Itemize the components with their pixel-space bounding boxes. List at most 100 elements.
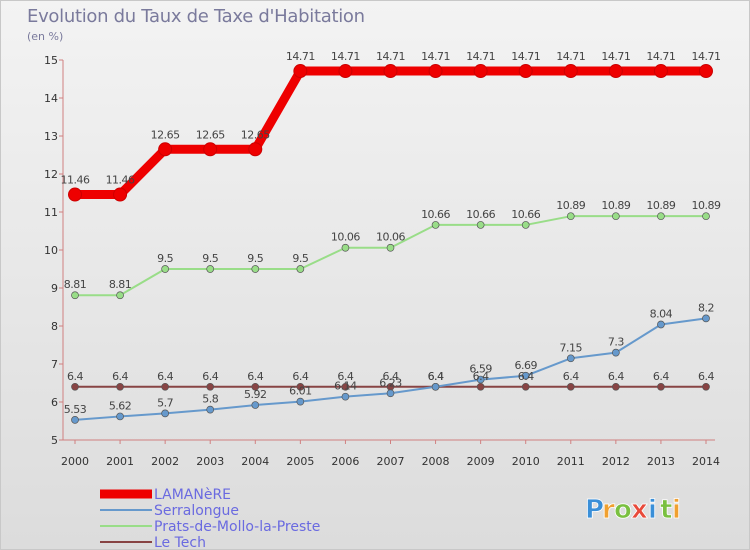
data-label: 7.3 bbox=[608, 336, 624, 349]
data-point bbox=[566, 212, 575, 221]
data-point bbox=[612, 212, 620, 221]
brand-letter: i bbox=[648, 495, 657, 525]
data-label: 12.65 bbox=[241, 128, 270, 141]
data-label: 6.14 bbox=[334, 380, 357, 393]
data-point bbox=[657, 382, 665, 391]
data-point bbox=[161, 265, 169, 273]
data-point bbox=[518, 64, 533, 79]
data-point bbox=[341, 392, 350, 401]
x-tick-label: 2013 bbox=[647, 455, 675, 468]
data-label: 14.71 bbox=[556, 50, 585, 63]
data-point bbox=[608, 64, 623, 79]
data-label: 9.5 bbox=[292, 252, 308, 265]
data-point bbox=[699, 64, 713, 79]
brand-logo: Pr o x i t i bbox=[585, 495, 682, 526]
y-tick-label: 11 bbox=[44, 206, 58, 219]
y-tick-label: 13 bbox=[44, 130, 58, 143]
data-point bbox=[383, 64, 398, 79]
data-point bbox=[206, 405, 215, 414]
data-point bbox=[612, 348, 620, 357]
brand-letter: r bbox=[602, 495, 615, 525]
data-label: 6.4 bbox=[698, 370, 714, 383]
data-label: 10.89 bbox=[556, 199, 585, 212]
data-point bbox=[702, 314, 710, 323]
y-tick-label: 14 bbox=[44, 92, 58, 105]
legend-label: Le Tech bbox=[154, 535, 206, 550]
data-label: 5.7 bbox=[157, 396, 173, 409]
data-label: 11.46 bbox=[61, 174, 90, 187]
data-label: 9.5 bbox=[202, 252, 218, 265]
legend-label: LAMANèRE bbox=[154, 487, 231, 503]
data-point bbox=[476, 382, 485, 391]
data-point bbox=[203, 142, 218, 157]
x-tick-label: 2010 bbox=[512, 455, 540, 468]
data-point bbox=[386, 389, 395, 398]
x-tick-label: 2009 bbox=[467, 455, 495, 468]
data-point bbox=[293, 64, 308, 79]
data-label: 6.4 bbox=[653, 370, 669, 383]
data-label: 7.15 bbox=[560, 341, 583, 354]
data-label: 6.4 bbox=[428, 370, 444, 383]
data-label: 10.89 bbox=[601, 199, 630, 212]
data-label: 5.53 bbox=[64, 403, 87, 416]
x-tick-label: 2001 bbox=[106, 455, 134, 468]
data-label: 14.71 bbox=[286, 50, 315, 63]
data-label: 14.71 bbox=[646, 50, 675, 63]
axes: 5 6 7 8 9 10 11 12 13 14 15 2000 2001 2002 2003 2004 200… bbox=[44, 54, 720, 468]
x-tick-label: 2014 bbox=[692, 455, 720, 468]
data-label: 6.4 bbox=[292, 370, 308, 383]
data-point bbox=[702, 382, 710, 391]
data-point bbox=[566, 354, 575, 363]
data-point bbox=[251, 401, 260, 409]
data-label: 12.65 bbox=[151, 128, 180, 141]
data-label: 10.66 bbox=[511, 208, 540, 221]
data-label: 6.4 bbox=[202, 370, 218, 383]
x-tick-label: 2006 bbox=[331, 455, 359, 468]
legend-label: Serralongue bbox=[154, 503, 239, 519]
data-point bbox=[476, 221, 485, 229]
x-tick-label: 2011 bbox=[557, 455, 585, 468]
data-point bbox=[296, 397, 305, 406]
data-label: 6.59 bbox=[469, 363, 492, 376]
data-label: 6.4 bbox=[518, 370, 534, 383]
brand-letter: t bbox=[660, 495, 672, 525]
data-point bbox=[116, 412, 124, 421]
data-label: 6.4 bbox=[383, 370, 399, 383]
data-label: 8.81 bbox=[64, 278, 87, 291]
x-tick-label: 2003 bbox=[196, 455, 224, 468]
data-label: 6.4 bbox=[157, 370, 173, 383]
legend: LAMANèRESerralonguePrats-de-Mollo-la-Pre… bbox=[100, 487, 320, 550]
data-point bbox=[71, 291, 79, 300]
data-point bbox=[521, 371, 530, 380]
y-tick-label: 12 bbox=[44, 168, 58, 181]
data-point bbox=[251, 265, 260, 273]
data-label: 6.69 bbox=[514, 359, 537, 372]
data-label: 12.65 bbox=[196, 128, 225, 141]
data-label: 14.71 bbox=[421, 50, 450, 63]
y-tick-label: 5 bbox=[51, 434, 58, 447]
series-layer bbox=[68, 64, 713, 424]
data-point bbox=[68, 187, 82, 202]
data-point bbox=[563, 64, 578, 79]
data-point bbox=[71, 382, 79, 391]
data-point bbox=[296, 382, 305, 391]
data-label: 14.71 bbox=[511, 50, 540, 63]
data-label: 8.04 bbox=[650, 307, 673, 320]
data-point bbox=[113, 187, 128, 202]
data-point bbox=[431, 221, 440, 229]
data-label: 10.89 bbox=[692, 199, 721, 212]
data-label: 6.4 bbox=[473, 370, 489, 383]
data-point bbox=[521, 221, 530, 229]
data-label: 11.46 bbox=[106, 174, 135, 187]
data-label: 8.2 bbox=[698, 301, 714, 314]
data-label: 14.71 bbox=[466, 50, 495, 63]
data-point bbox=[612, 382, 620, 391]
data-label: 6.4 bbox=[112, 370, 128, 383]
data-label: 10.06 bbox=[376, 231, 405, 244]
data-label: 5.62 bbox=[109, 399, 132, 412]
data-point bbox=[206, 265, 215, 273]
data-point bbox=[431, 382, 440, 391]
data-point bbox=[657, 320, 665, 329]
data-point bbox=[116, 382, 124, 391]
